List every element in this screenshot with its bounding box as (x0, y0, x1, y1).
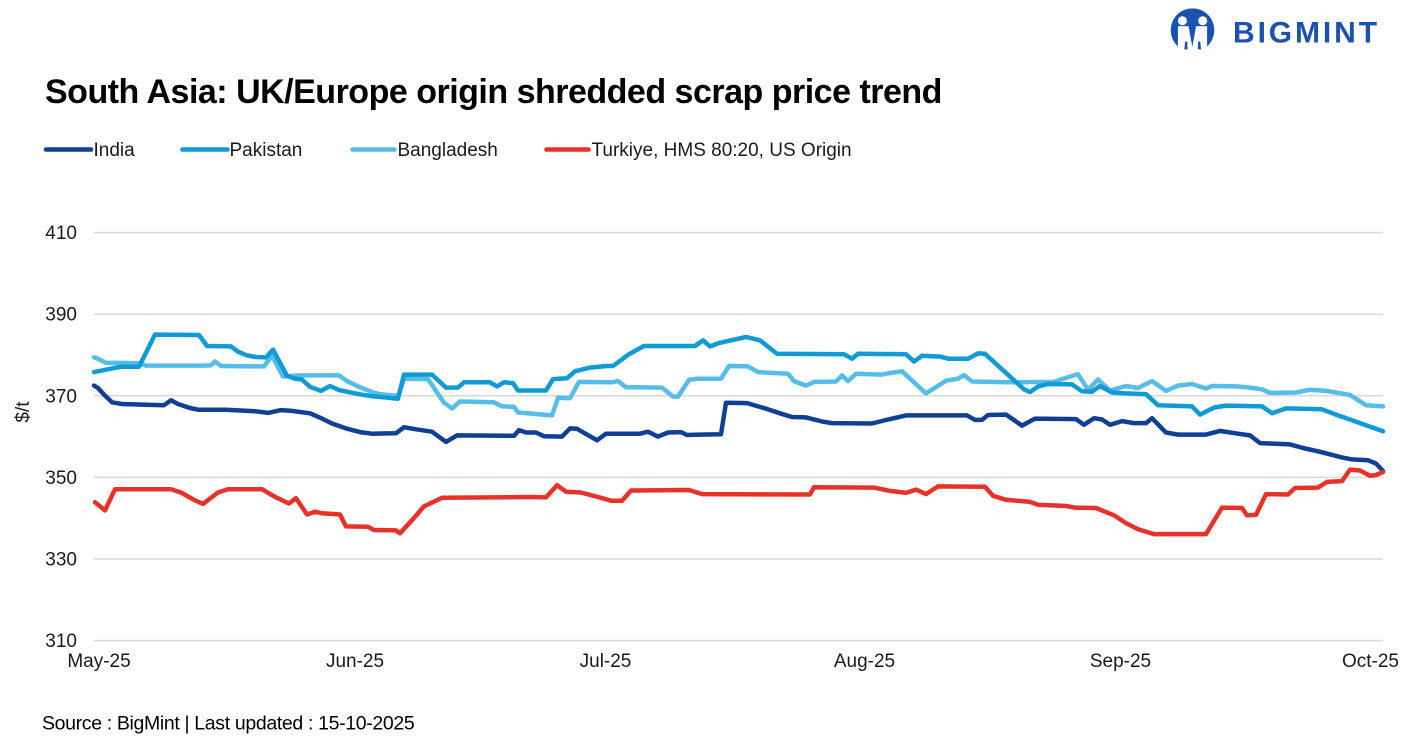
svg-text:Source : BigMint | Last update: Source : BigMint | Last updated : 15-10-… (42, 713, 415, 735)
svg-text:310: 310 (45, 631, 77, 652)
svg-text:India: India (94, 140, 136, 161)
svg-text:Jul-25: Jul-25 (580, 651, 632, 672)
svg-text:Oct-25: Oct-25 (1342, 651, 1399, 672)
svg-text:350: 350 (45, 468, 77, 489)
svg-text:Jun-25: Jun-25 (326, 651, 384, 672)
svg-text:South Asia: UK/Europe origin s: South Asia: UK/Europe origin shredded sc… (45, 73, 942, 111)
svg-text:Turkiye, HMS 80:20, US Origin: Turkiye, HMS 80:20, US Origin (592, 140, 852, 161)
svg-text:BIGMINT: BIGMINT (1233, 17, 1380, 50)
svg-text:Pakistan: Pakistan (230, 140, 303, 161)
svg-text:Bangladesh: Bangladesh (398, 140, 498, 161)
svg-text:Sep-25: Sep-25 (1090, 651, 1151, 672)
svg-text:370: 370 (45, 386, 77, 407)
svg-text:410: 410 (45, 223, 77, 244)
svg-text:May-25: May-25 (67, 651, 130, 672)
svg-text:$/t: $/t (13, 401, 34, 423)
svg-text:Aug-25: Aug-25 (834, 651, 895, 672)
svg-text:330: 330 (45, 550, 77, 571)
svg-text:390: 390 (45, 305, 77, 326)
